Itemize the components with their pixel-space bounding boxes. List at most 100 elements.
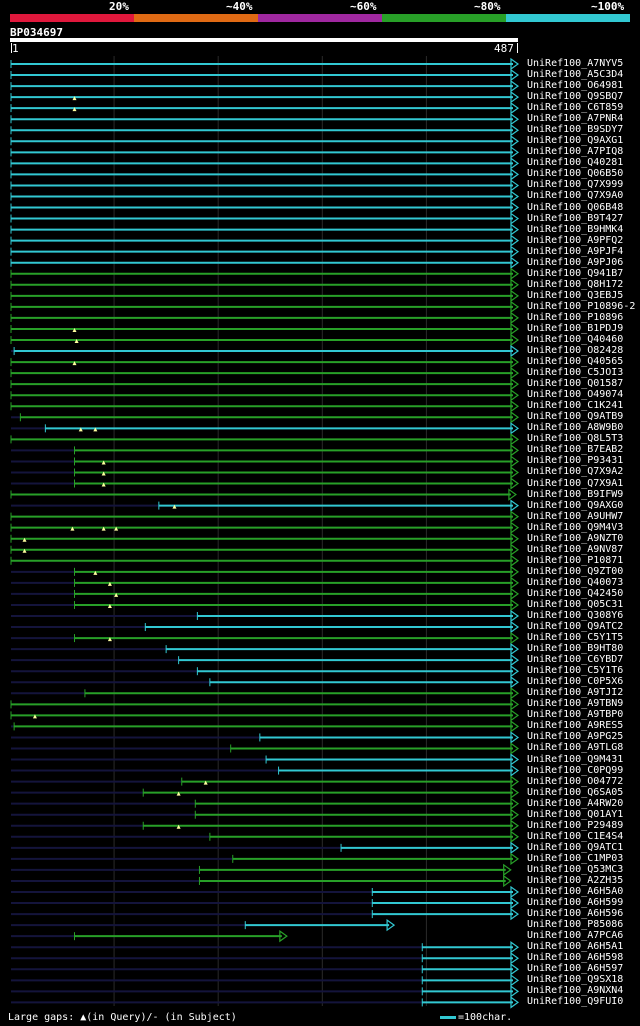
hit-row[interactable] <box>10 267 520 280</box>
hit-label[interactable]: UniRef100_Q40565 <box>527 356 624 368</box>
hit-row[interactable] <box>10 234 520 247</box>
hit-label[interactable]: UniRef100_B9HT80 <box>527 643 624 655</box>
hit-row[interactable] <box>10 698 520 711</box>
hit-row[interactable] <box>10 101 520 115</box>
hit-row[interactable] <box>11 996 520 1009</box>
hit-row[interactable] <box>11 598 520 612</box>
hit-label[interactable]: UniRef100_Q3EBJ5 <box>527 289 624 301</box>
hit-label[interactable]: UniRef100_Q9SX18 <box>527 974 624 986</box>
hit-label[interactable]: UniRef100_A7PCA6 <box>527 930 624 942</box>
hit-label[interactable]: UniRef100_C1K241 <box>527 400 624 412</box>
hit-label[interactable]: UniRef100_A6H599 <box>527 897 624 909</box>
hit-label[interactable]: UniRef100_A9PJ06 <box>527 256 624 268</box>
hit-label[interactable]: UniRef100_C6T859 <box>527 102 624 114</box>
hit-label[interactable]: UniRef100_Q7X9A2 <box>527 466 624 478</box>
hit-label[interactable]: UniRef100_Q8L5T3 <box>527 433 624 445</box>
hit-row[interactable] <box>11 631 520 645</box>
hit-row[interactable] <box>11 863 512 877</box>
hit-label[interactable]: UniRef100_A9PFQ2 <box>527 234 624 246</box>
hit-row[interactable] <box>10 190 520 203</box>
hit-row[interactable] <box>10 355 520 369</box>
hit-label[interactable]: UniRef100_Q7X999 <box>527 179 624 191</box>
hit-row[interactable] <box>10 168 520 181</box>
hit-label[interactable]: UniRef100_P10896-2 <box>527 300 636 312</box>
hit-row[interactable] <box>10 400 520 413</box>
hit-row[interactable] <box>11 731 520 744</box>
hit-row[interactable] <box>11 819 520 832</box>
hit-label[interactable]: UniRef100_B9IFW9 <box>527 488 624 500</box>
hit-row[interactable] <box>11 642 520 656</box>
hit-row[interactable] <box>11 444 520 457</box>
hit-row[interactable] <box>10 521 520 534</box>
hit-label[interactable]: UniRef100_A6H596 <box>527 908 624 920</box>
hit-label[interactable]: UniRef100_A9NV87 <box>527 543 624 555</box>
hit-label[interactable]: UniRef100_Q9FUI0 <box>527 996 624 1008</box>
hit-label[interactable]: UniRef100_Q40073 <box>527 576 624 588</box>
hit-label[interactable]: UniRef100_Q9M431 <box>527 753 624 765</box>
hit-row[interactable] <box>11 775 520 788</box>
hit-row[interactable] <box>11 896 520 910</box>
hit-row[interactable] <box>11 753 520 766</box>
hit-label[interactable]: UniRef100_C5Y1T6 <box>527 665 624 677</box>
hit-label[interactable]: UniRef100_O49074 <box>527 389 624 401</box>
hit-row[interactable] <box>11 422 520 435</box>
hit-row[interactable] <box>11 786 520 799</box>
hit-label[interactable]: UniRef100_A4RW20 <box>527 797 624 809</box>
hit-row[interactable] <box>11 764 520 777</box>
hit-row[interactable] <box>11 852 520 866</box>
hit-row[interactable] <box>10 433 520 446</box>
hit-row[interactable] <box>11 455 520 468</box>
hit-label[interactable]: UniRef100_Q9AXG1 <box>527 135 624 147</box>
hit-row[interactable] <box>11 974 520 987</box>
hit-label[interactable]: UniRef100_P93431 <box>527 455 624 467</box>
hit-label[interactable]: UniRef100_Q8H172 <box>527 278 624 290</box>
hit-row[interactable] <box>10 510 520 523</box>
hit-label[interactable]: UniRef100_Q01587 <box>527 378 624 390</box>
hit-row[interactable] <box>11 963 520 976</box>
hit-label[interactable]: UniRef100_A7NYV5 <box>527 58 624 69</box>
hit-label[interactable]: UniRef100_Q9ZT00 <box>527 565 624 577</box>
hit-label[interactable]: UniRef100_Q308Y6 <box>527 610 624 621</box>
hit-label[interactable]: UniRef100_A7PIQ8 <box>527 146 624 158</box>
hit-row[interactable] <box>10 322 520 336</box>
hit-label[interactable]: UniRef100_Q9SBQ7 <box>527 91 624 103</box>
hit-row[interactable] <box>11 609 520 623</box>
hit-label[interactable]: UniRef100_O04772 <box>527 775 624 787</box>
hit-label[interactable]: UniRef100_A6H598 <box>527 952 624 964</box>
hit-row[interactable] <box>10 212 520 225</box>
hit-row[interactable] <box>11 499 520 512</box>
hit-label[interactable]: UniRef100_A6H5A1 <box>527 941 624 953</box>
hit-label[interactable]: UniRef100_A9NZT0 <box>527 532 624 544</box>
hit-row[interactable] <box>10 245 520 258</box>
hit-row[interactable] <box>10 554 520 567</box>
hit-label[interactable]: UniRef100_Q941B7 <box>527 267 624 279</box>
hit-row[interactable] <box>11 565 520 579</box>
hit-row[interactable] <box>11 907 520 921</box>
hit-label[interactable]: UniRef100_Q9ATC2 <box>527 621 624 633</box>
hit-label[interactable]: UniRef100_C0PQ99 <box>527 764 624 776</box>
hit-label[interactable]: UniRef100_Q05C31 <box>527 598 624 610</box>
hit-label[interactable]: UniRef100_Q7X9A0 <box>527 190 624 202</box>
hit-row[interactable] <box>10 68 520 82</box>
hit-row[interactable] <box>10 201 520 214</box>
hit-label[interactable]: UniRef100_A6H5A0 <box>527 886 624 897</box>
hit-label[interactable]: UniRef100_Q42450 <box>527 587 624 599</box>
hit-label[interactable]: UniRef100_P85086 <box>527 919 624 931</box>
hit-row[interactable] <box>11 885 520 899</box>
hit-label[interactable]: UniRef100_C1E4S4 <box>527 830 624 842</box>
hit-label[interactable]: UniRef100_A9TJI2 <box>527 687 624 699</box>
hit-row[interactable] <box>10 113 520 126</box>
hit-label[interactable]: UniRef100_A9TBN9 <box>527 698 624 710</box>
hit-label[interactable]: UniRef100_A8W9B0 <box>527 422 624 434</box>
hit-row[interactable] <box>10 366 520 380</box>
hit-row[interactable] <box>11 808 520 821</box>
hit-label[interactable]: UniRef100_P10871 <box>527 554 624 566</box>
hit-label[interactable]: UniRef100_O82428 <box>527 345 624 357</box>
hit-row[interactable] <box>10 709 520 722</box>
hit-row[interactable] <box>10 532 520 545</box>
hit-row[interactable] <box>10 124 520 137</box>
hit-label[interactable]: UniRef100_Q06B48 <box>527 201 624 213</box>
hit-label[interactable]: UniRef100_C6YBD7 <box>527 654 624 666</box>
hit-label[interactable]: UniRef100_B9HMK4 <box>527 223 624 235</box>
hit-label[interactable]: UniRef100_A9PG25 <box>527 731 624 743</box>
